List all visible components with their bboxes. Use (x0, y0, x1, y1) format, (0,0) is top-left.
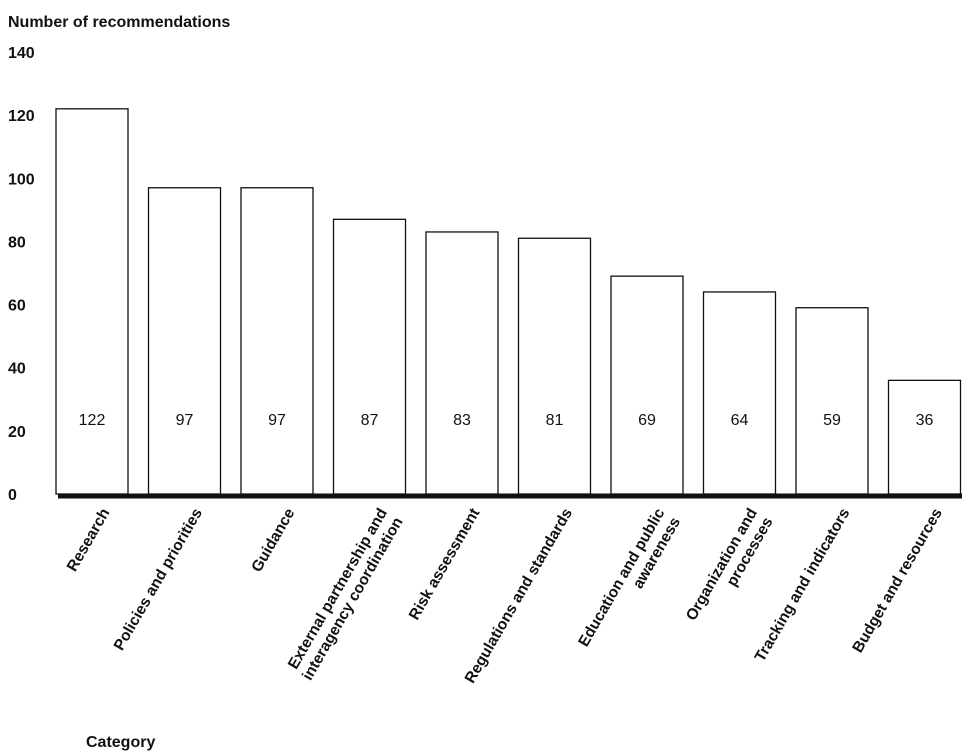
bar (147, 187, 222, 495)
y-tick-label: 0 (8, 487, 17, 504)
bar-value-label: 97 (268, 412, 286, 429)
y-tick-label: 80 (8, 234, 26, 251)
bar (332, 218, 407, 495)
y-axis-title: Number of recommendations (8, 14, 230, 31)
bar-value-label: 81 (546, 412, 564, 429)
category-label: Risk assessment (406, 506, 484, 623)
bar-value-label: 59 (823, 412, 841, 429)
category-label: Guidance (248, 505, 298, 575)
bar-value-label: 69 (638, 412, 656, 429)
y-tick-label: 60 (8, 298, 26, 315)
bar-value-label: 122 (79, 412, 106, 429)
value-labels: 122 97 97 87 83 81 69 64 59 36 (79, 412, 934, 429)
y-axis-ticks: 0 20 40 60 80 100 120 140 (8, 45, 35, 504)
category-label: Policies and priorities (111, 506, 206, 654)
bar (702, 291, 777, 495)
category-label-line: Risk assessment (406, 506, 484, 623)
category-label: Education and publicawareness (575, 505, 684, 659)
bar (795, 307, 869, 495)
bar-value-label: 83 (453, 412, 471, 429)
category-label-line: Policies and priorities (111, 506, 206, 654)
category-label-line: Education and public (575, 505, 668, 650)
y-tick-label: 120 (8, 108, 35, 125)
bar (240, 187, 314, 495)
category-label-line: Guidance (248, 505, 298, 575)
category-label-line: Research (64, 506, 114, 575)
category-label: Organization andprocesses (683, 506, 777, 633)
bar (610, 275, 684, 495)
category-label-line: External partnership and (285, 506, 391, 673)
x-axis-title: Category (86, 734, 155, 751)
category-label: Budget and resources (849, 506, 946, 656)
bars (55, 108, 962, 495)
bar (517, 237, 592, 495)
bar-value-label: 64 (731, 412, 749, 429)
y-tick-label: 40 (8, 361, 26, 378)
category-label-line: Budget and resources (849, 506, 946, 656)
bar (55, 108, 129, 495)
bar-value-label: 97 (176, 412, 194, 429)
category-label-line: Regulations and standards (462, 506, 576, 687)
category-label: Research (64, 506, 114, 575)
category-label: Regulations and standards (462, 506, 576, 687)
bar-value-label: 36 (916, 412, 934, 429)
bar (425, 231, 499, 495)
category-label-line: interagency coordination (299, 515, 406, 684)
category-label: External partnership andinteragency coor… (284, 506, 407, 684)
y-tick-label: 20 (8, 424, 26, 441)
y-tick-label: 100 (8, 171, 35, 188)
bar-value-label: 87 (361, 412, 379, 429)
y-tick-label: 140 (8, 45, 35, 62)
bar (887, 379, 962, 495)
